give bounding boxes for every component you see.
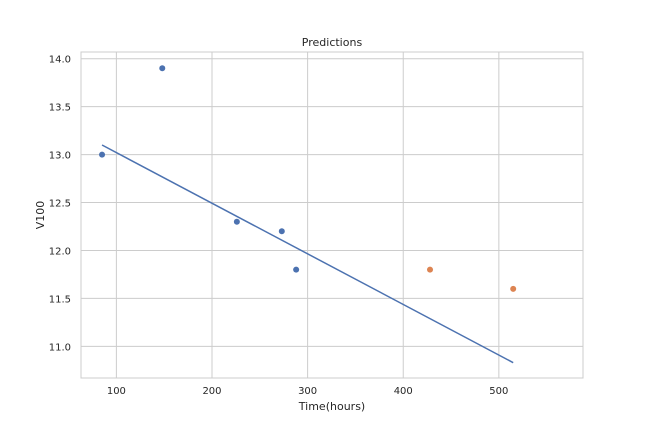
x-tick-label: 100 xyxy=(107,386,126,397)
y-tick-label: 11.5 xyxy=(49,294,71,305)
grid xyxy=(81,52,583,378)
x-tick-label: 200 xyxy=(202,386,221,397)
y-tick-label: 13.5 xyxy=(49,103,71,114)
chart-title: Predictions xyxy=(302,36,363,49)
y-axis-label: V100 xyxy=(34,201,47,230)
x-tick-label: 300 xyxy=(298,386,317,397)
y-tick-label: 14.0 xyxy=(49,55,71,66)
x-tick-label: 400 xyxy=(394,386,413,397)
x-axis-ticks: 100 200 300 400 500 xyxy=(107,386,509,397)
regression-line xyxy=(101,144,514,364)
scatter-point-series-0 xyxy=(99,151,106,158)
scatter-point-series-0 xyxy=(233,218,240,225)
scatter-point-series-0 xyxy=(159,65,166,72)
data-marks xyxy=(99,65,517,364)
y-axis-ticks: 11.0 11.5 12.0 12.5 13.0 13.5 14.0 xyxy=(49,55,71,354)
x-axis-label: Time(hours) xyxy=(298,400,365,413)
y-tick-label: 11.0 xyxy=(49,342,71,353)
scatter-point-series-2 xyxy=(510,285,517,292)
scatter-point-series-0 xyxy=(278,228,285,235)
plot-area xyxy=(80,51,584,379)
scatter-point-series-2 xyxy=(427,266,434,273)
x-tick-label: 500 xyxy=(489,386,508,397)
y-tick-label: 12.5 xyxy=(49,199,71,210)
scatter-point-series-0 xyxy=(293,266,300,273)
y-tick-label: 13.0 xyxy=(49,151,71,162)
y-tick-label: 12.0 xyxy=(49,246,71,257)
